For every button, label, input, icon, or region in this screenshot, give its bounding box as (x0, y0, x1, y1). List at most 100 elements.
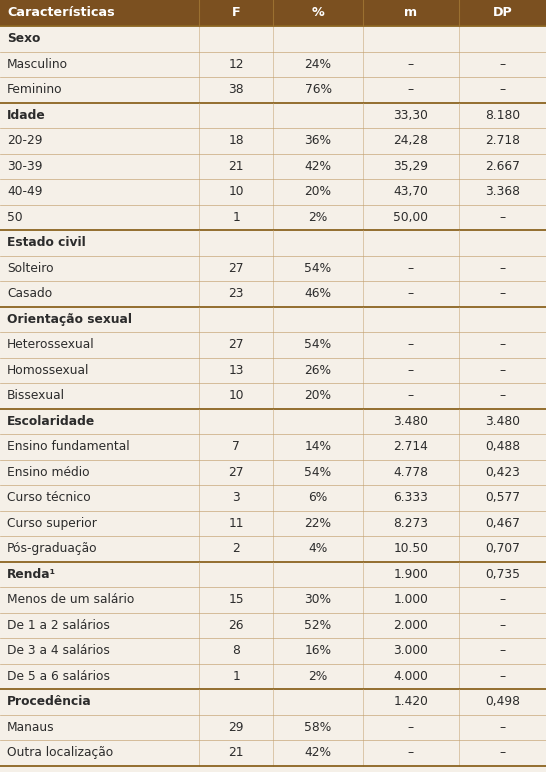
Text: 7: 7 (232, 440, 240, 453)
Text: 38: 38 (228, 83, 244, 96)
Text: 0,577: 0,577 (485, 491, 520, 504)
Bar (0, 357, 546, 383)
Bar (0, 766, 546, 772)
Text: 18: 18 (228, 134, 244, 147)
Text: 33,30: 33,30 (394, 109, 428, 122)
Bar (0, 612, 546, 638)
Text: 26%: 26% (305, 364, 331, 377)
Text: 0,707: 0,707 (485, 542, 520, 555)
Text: 10.50: 10.50 (393, 542, 429, 555)
Text: –: – (499, 83, 506, 96)
Text: 36%: 36% (305, 134, 331, 147)
Text: –: – (499, 58, 506, 71)
Bar (0, 459, 546, 485)
Bar (0, 587, 546, 612)
Text: –: – (499, 338, 506, 351)
Text: Manaus: Manaus (7, 721, 55, 733)
Bar (0, 663, 546, 689)
Text: Menos de um salário: Menos de um salário (7, 593, 134, 606)
Text: 2.714: 2.714 (394, 440, 428, 453)
Text: –: – (408, 389, 414, 402)
Text: 54%: 54% (305, 262, 331, 275)
Bar (0, 281, 546, 306)
Text: –: – (499, 211, 506, 224)
Text: –: – (499, 618, 506, 631)
Text: 2: 2 (232, 542, 240, 555)
Text: 20%: 20% (305, 389, 331, 402)
Text: 52%: 52% (305, 618, 331, 631)
Bar (0, 179, 546, 205)
Text: –: – (408, 262, 414, 275)
Bar (0, 408, 546, 434)
Text: –: – (408, 747, 414, 759)
Bar (0, 434, 546, 459)
Text: 42%: 42% (305, 160, 331, 173)
Text: Casado: Casado (7, 287, 52, 300)
Bar (0, 740, 546, 766)
Text: 27: 27 (228, 262, 244, 275)
Text: 1: 1 (232, 211, 240, 224)
Text: –: – (499, 747, 506, 759)
Text: –: – (499, 721, 506, 733)
Text: Curso técnico: Curso técnico (7, 491, 91, 504)
Text: Idade: Idade (7, 109, 46, 122)
Text: 3: 3 (232, 491, 240, 504)
Bar (0, 52, 546, 77)
Text: –: – (408, 721, 414, 733)
Text: Ensino fundamental: Ensino fundamental (7, 440, 129, 453)
Text: 2%: 2% (308, 670, 328, 682)
Text: 27: 27 (228, 338, 244, 351)
Bar (0, 715, 546, 740)
Bar (0, 26, 546, 52)
Bar (0, 0, 546, 26)
Bar (0, 103, 546, 128)
Text: 2.000: 2.000 (394, 618, 428, 631)
Bar (0, 689, 546, 715)
Text: 40-49: 40-49 (7, 185, 43, 198)
Text: 12: 12 (228, 58, 244, 71)
Text: –: – (408, 364, 414, 377)
Text: 6%: 6% (308, 491, 328, 504)
Text: Pós-graduação: Pós-graduação (7, 542, 98, 555)
Text: 50,00: 50,00 (393, 211, 429, 224)
Text: 3.480: 3.480 (393, 415, 429, 428)
Text: 43,70: 43,70 (394, 185, 428, 198)
Text: Masculino: Masculino (7, 58, 68, 71)
Text: 1.000: 1.000 (394, 593, 428, 606)
Text: 30%: 30% (305, 593, 331, 606)
Text: F: F (232, 6, 241, 19)
Text: 3.480: 3.480 (485, 415, 520, 428)
Bar (0, 510, 546, 536)
Text: –: – (499, 593, 506, 606)
Text: 76%: 76% (305, 83, 331, 96)
Text: 6.333: 6.333 (394, 491, 428, 504)
Text: 24%: 24% (305, 58, 331, 71)
Text: –: – (408, 83, 414, 96)
Text: Heterossexual: Heterossexual (7, 338, 94, 351)
Text: 24,28: 24,28 (393, 134, 429, 147)
Text: 4.000: 4.000 (394, 670, 428, 682)
Text: Escolaridade: Escolaridade (7, 415, 95, 428)
Text: 2.667: 2.667 (485, 160, 520, 173)
Text: Orientação sexual: Orientação sexual (7, 313, 132, 326)
Bar (0, 561, 546, 587)
Text: Características: Características (7, 6, 115, 19)
Text: 4.778: 4.778 (393, 466, 429, 479)
Text: 2%: 2% (308, 211, 328, 224)
Text: 8.180: 8.180 (485, 109, 520, 122)
Text: 22%: 22% (305, 516, 331, 530)
Text: De 3 a 4 salários: De 3 a 4 salários (7, 645, 110, 657)
Text: –: – (408, 58, 414, 71)
Text: Bissexual: Bissexual (7, 389, 65, 402)
Bar (0, 256, 546, 281)
Text: 0,735: 0,735 (485, 567, 520, 581)
Bar (0, 536, 546, 561)
Text: 23: 23 (228, 287, 244, 300)
Text: –: – (408, 338, 414, 351)
Text: 0,423: 0,423 (485, 466, 520, 479)
Text: –: – (499, 389, 506, 402)
Text: 16%: 16% (305, 645, 331, 657)
Text: 4%: 4% (308, 542, 328, 555)
Bar (0, 332, 546, 357)
Text: –: – (499, 670, 506, 682)
